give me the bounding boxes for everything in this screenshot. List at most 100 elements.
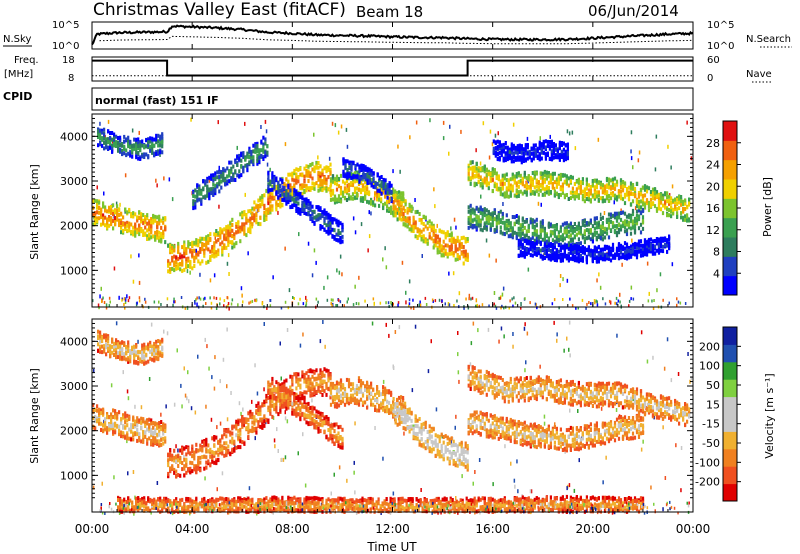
data-cell-band-3: [264, 141, 267, 146]
data-cell-band-0: [146, 237, 149, 241]
data-cell-band-4: [301, 204, 304, 209]
data-cell-band-6: [442, 239, 445, 244]
data-cell-band-3: [254, 149, 257, 154]
data-cell-band-8: [607, 218, 611, 223]
data-cell-band-2: [309, 174, 312, 179]
data-cell-band-3: [240, 173, 243, 178]
data-cell-band-1: [137, 151, 140, 155]
data-cell-band-10: [639, 253, 643, 258]
data-cell-band-8: [567, 234, 570, 239]
ground-scatter-cell: [210, 301, 213, 305]
data-cell-band-6: [408, 202, 411, 207]
noise-cell: [218, 204, 220, 209]
data-cell-band-10: [633, 249, 637, 254]
data-cell-band-0: [154, 237, 157, 242]
noise-cell: [512, 122, 515, 127]
data-cell-band-9: [527, 185, 530, 190]
data-cell-band-9: [635, 204, 639, 208]
data-cell-band-9: [666, 191, 669, 196]
data-cell-band-7: [380, 191, 383, 196]
data-cell-band-3: [258, 151, 261, 156]
data-cell-band-6: [432, 232, 435, 237]
data-cell-band-2: [241, 224, 244, 229]
data-cell-band-9: [495, 187, 498, 192]
data-cell-band-10: [597, 245, 600, 250]
data-cell-band-6: [454, 241, 457, 246]
data-cell-band-7: [384, 178, 387, 183]
data-cell-band-2: [301, 192, 304, 197]
data-cell-band-9: [593, 178, 596, 183]
data-cell-band-9: [497, 186, 500, 191]
data-cell-band-9: [557, 181, 560, 186]
data-cell-band-9: [587, 183, 590, 188]
data-cell-band-2: [193, 248, 196, 253]
data-cell-band-8: [639, 230, 643, 235]
data-cell-band-3: [210, 187, 213, 192]
data-cell-band-1: [143, 152, 146, 157]
data-cell-band-11: [538, 142, 541, 147]
data-cell-band-9: [531, 177, 534, 182]
data-cell-band-9: [495, 184, 498, 189]
data-cell-band-2: [189, 264, 192, 269]
data-cell-band-8: [493, 217, 496, 222]
data-cell-band-10: [587, 247, 590, 252]
noise-cell: [568, 131, 571, 136]
data-cell-band-8: [633, 223, 637, 228]
data-cell-band-2: [177, 262, 180, 267]
noise-cell: [656, 288, 658, 293]
data-cell-band-4: [335, 232, 338, 237]
ground-scatter-cell: [127, 299, 130, 303]
data-cell-band-8: [585, 228, 588, 232]
data-cell-band-5: [370, 178, 373, 183]
data-cell-band-11: [540, 142, 543, 147]
data-cell-band-2: [231, 217, 234, 222]
data-cell-band-5: [355, 193, 359, 198]
data-cell-band-10: [657, 243, 661, 248]
data-cell-band-2: [323, 178, 326, 183]
noise-cell: [671, 262, 674, 267]
data-cell-band-0: [118, 219, 121, 224]
data-cell-band-10: [655, 237, 659, 242]
data-cell-band-6: [402, 197, 405, 202]
data-cell-band-2: [227, 229, 230, 234]
data-cell-band-1: [109, 131, 112, 135]
noise-cell: [282, 185, 284, 190]
data-cell-band-7: [354, 166, 357, 171]
data-cell-band-5: [390, 210, 393, 215]
data-cell-band-0: [132, 225, 135, 230]
data-cell-band-10: [637, 243, 641, 248]
ground-scatter-cell: [419, 303, 422, 307]
data-cell-band-2: [253, 218, 256, 223]
data-cell-band-5: [349, 171, 353, 176]
data-cell-band-9: [567, 183, 570, 188]
data-cell-band-10: [557, 249, 560, 254]
data-cell-band-8: [555, 237, 558, 242]
data-cell-band-2: [271, 195, 274, 200]
data-cell-band-2: [169, 261, 172, 266]
ground-scatter-cell: [471, 296, 474, 300]
data-cell-band-9: [469, 176, 472, 181]
data-cell-band-9: [513, 174, 516, 179]
data-cell-band-1: [107, 145, 110, 150]
data-cell-band-8: [625, 222, 629, 227]
data-cell-band-9: [591, 179, 594, 183]
data-cell-band-2: [193, 256, 196, 261]
data-cell-band-5: [396, 210, 399, 215]
data-cell-band-2: [303, 174, 306, 179]
data-cell-band-11: [536, 149, 539, 154]
data-cell-band-6: [426, 220, 429, 225]
data-cell-band-11: [494, 146, 497, 151]
ground-scatter-cell: [588, 301, 590, 304]
data-cell-band-8: [485, 213, 488, 218]
ground-scatter-cell: [231, 298, 234, 302]
data-cell-band-0: [122, 215, 125, 220]
data-cell-band-10: [617, 252, 621, 257]
ground-scatter-cell: [503, 306, 505, 310]
data-cell-band-2: [297, 167, 300, 172]
data-cell-band-10: [527, 250, 530, 255]
data-cell-band-8: [569, 233, 572, 238]
data-cell-band-2: [303, 166, 306, 171]
data-cell-band-4: [341, 234, 344, 239]
data-cell-band-8: [475, 222, 478, 226]
data-cell-band-7: [384, 190, 387, 195]
